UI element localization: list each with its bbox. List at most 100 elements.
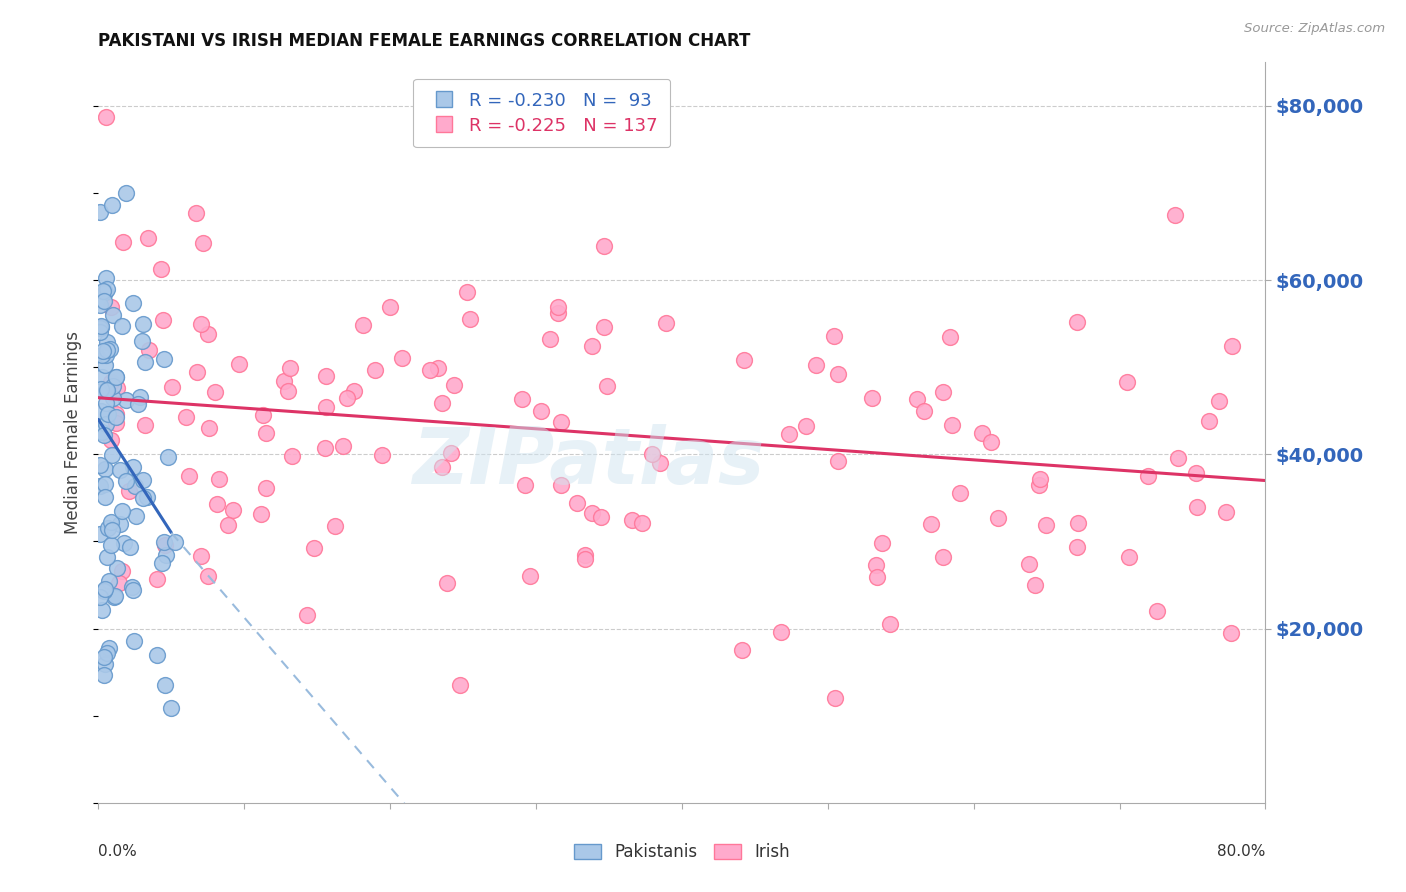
Point <box>90 318 112 333</box>
Point <box>89 458 111 472</box>
Point <box>155 678 177 692</box>
Point <box>93 584 115 599</box>
Point <box>89 478 111 492</box>
Point <box>94 417 117 432</box>
Point <box>949 485 972 500</box>
Point <box>93 462 115 476</box>
Point <box>105 381 128 395</box>
Point <box>730 643 752 657</box>
Point <box>593 319 616 334</box>
Point <box>456 285 478 300</box>
Point <box>430 396 453 410</box>
Point <box>162 380 184 394</box>
Point <box>104 416 127 430</box>
Point <box>912 403 935 417</box>
Point <box>574 552 596 566</box>
Point <box>1167 451 1189 466</box>
Point <box>1067 516 1090 530</box>
Point <box>124 479 146 493</box>
Point <box>155 548 177 562</box>
Point <box>96 271 118 285</box>
Point <box>107 576 129 591</box>
Point <box>547 305 569 319</box>
Point <box>89 325 111 339</box>
Point <box>581 339 603 353</box>
Point <box>89 204 111 219</box>
Point <box>110 318 132 333</box>
Point <box>249 507 271 521</box>
Point <box>90 425 112 439</box>
Point <box>111 565 134 579</box>
Point <box>323 518 346 533</box>
Point <box>153 538 176 552</box>
Point <box>987 511 1010 525</box>
Point <box>94 657 117 671</box>
Point <box>122 582 145 597</box>
Point <box>93 491 115 505</box>
Point <box>190 549 212 564</box>
Point <box>866 569 889 583</box>
Point <box>222 502 245 516</box>
Point <box>314 441 336 455</box>
Point <box>550 415 572 429</box>
Point <box>112 235 135 249</box>
Point <box>905 392 928 406</box>
Point <box>138 343 160 357</box>
Point <box>110 517 132 532</box>
Point <box>865 558 887 573</box>
Point <box>1198 414 1220 428</box>
Point <box>879 617 901 632</box>
Point <box>804 358 827 372</box>
Point <box>343 384 366 398</box>
Point <box>972 426 994 441</box>
Point <box>150 262 173 277</box>
Y-axis label: Median Female Earnings: Median Female Earnings <box>65 331 83 534</box>
Point <box>96 550 118 565</box>
Point <box>132 317 155 331</box>
Point <box>101 308 124 322</box>
Point <box>197 326 219 341</box>
Point <box>150 556 173 570</box>
Point <box>1115 375 1137 389</box>
Point <box>124 634 146 648</box>
Point <box>295 608 318 623</box>
Text: ZIPatlas: ZIPatlas <box>412 425 765 500</box>
Point <box>98 342 121 356</box>
Point <box>89 590 111 604</box>
Point <box>153 351 176 366</box>
Point <box>89 297 111 311</box>
Point <box>132 474 155 488</box>
Point <box>104 589 127 603</box>
Point <box>205 497 228 511</box>
Point <box>430 459 453 474</box>
Point <box>146 573 169 587</box>
Point <box>332 439 354 453</box>
Point <box>1029 472 1052 486</box>
Point <box>1028 477 1050 491</box>
Point <box>100 300 122 314</box>
Point <box>129 391 152 405</box>
Point <box>94 348 117 362</box>
Point <box>131 334 153 349</box>
Point <box>1208 393 1230 408</box>
Point <box>94 396 117 410</box>
Point <box>96 335 118 350</box>
Point <box>97 407 120 421</box>
Point <box>519 569 541 583</box>
Point <box>104 409 127 424</box>
Point <box>94 383 117 397</box>
Point <box>96 383 118 397</box>
Point <box>98 640 121 655</box>
Point <box>127 397 149 411</box>
Point <box>103 379 125 393</box>
Point <box>89 527 111 541</box>
Point <box>104 370 127 384</box>
Point <box>124 508 146 523</box>
Point <box>122 459 145 474</box>
Point <box>458 312 481 326</box>
Point <box>281 450 304 464</box>
Point <box>96 110 118 124</box>
Legend: Pakistanis, Irish: Pakistanis, Irish <box>574 843 790 861</box>
Point <box>134 418 156 433</box>
Point <box>593 239 616 253</box>
